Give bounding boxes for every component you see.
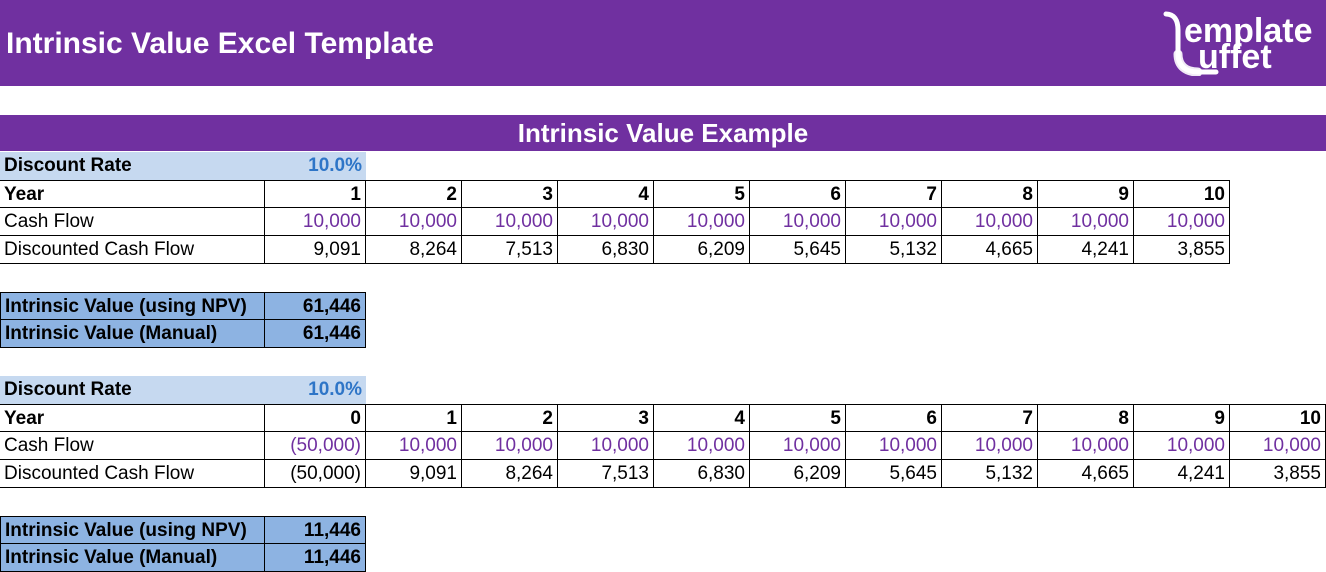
discounted-cash-flow-cell: 6,830 [558,236,654,264]
manual-label: Intrinsic Value (Manual) [0,544,265,572]
discounted-cash-flow-cell: 8,264 [462,460,558,488]
cash-flow-cell: 10,000 [846,432,942,460]
cash-flow-cell: 10,000 [1230,432,1326,460]
discounted-cash-flow-cell: 4,665 [942,236,1038,264]
discount-rate-label: Discount Rate [0,376,265,404]
discounted-cash-flow-cell: 8,264 [366,236,462,264]
discounted-cash-flow-cell: 4,665 [1038,460,1134,488]
year-cell: 9 [1134,404,1230,432]
discount-rate-value: 10.0% [265,376,366,404]
discounted-cash-flow-cell: 9,091 [265,236,366,264]
cash-flow-cell: 10,000 [654,432,750,460]
year-cell: 1 [265,180,366,208]
year-cell: 7 [942,404,1038,432]
discounted-cash-flow-cell: 7,513 [558,460,654,488]
year-cell: 9 [1038,180,1134,208]
discounted-cash-flow-cell: 7,513 [462,236,558,264]
year-cell: 2 [366,180,462,208]
cash-flow-cell: 10,000 [558,432,654,460]
year-cell: 3 [558,404,654,432]
cash-flow-cell: (50,000) [265,432,366,460]
discount-rate-value: 10.0% [265,152,366,180]
discounted-cash-flow-cell: (50,000) [265,460,366,488]
cash-flow-cell: 10,000 [1134,208,1230,236]
discounted-cash-flow-cell: 4,241 [1038,236,1134,264]
logo-text-bottom: uffet [1198,38,1272,76]
page-title: Intrinsic Value Excel Template [6,27,434,60]
ladle-logo-icon [1163,11,1219,76]
discount-rate-label: Discount Rate [0,152,265,180]
npv-value: 61,446 [265,292,366,320]
cash-flow-cell: 10,000 [942,208,1038,236]
year-cell: 0 [265,404,366,432]
year-cell: 5 [654,180,750,208]
cash-flow-cell: 10,000 [846,208,942,236]
npv-label: Intrinsic Value (using NPV) [0,292,265,320]
year-row-label: Year [0,180,265,208]
discounted-cash-flow-cell: 9,091 [366,460,462,488]
discounted-cash-flow-cell: 6,209 [654,236,750,264]
npv-value: 11,446 [265,516,366,544]
discounted-cash-flow-cell: 5,132 [846,236,942,264]
cash-flow-cell: 10,000 [942,432,1038,460]
year-row-label: Year [0,404,265,432]
year-cell: 7 [846,180,942,208]
cash-flow-cell: 10,000 [750,208,846,236]
cash-flow-cell: 10,000 [462,208,558,236]
manual-value: 61,446 [265,320,366,348]
cash-flow-cell: 10,000 [1038,208,1134,236]
logo-text-top: emplate [1184,12,1313,50]
templatebuffet-logo: emplate uffet [1160,10,1320,76]
year-cell: 1 [366,404,462,432]
discounted-cash-flow-cell: 3,855 [1134,236,1230,264]
cash-flow-cell: 10,000 [366,208,462,236]
cash-flow-row-label: Cash Flow [0,208,265,236]
discounted-cash-flow-row-label: Discounted Cash Flow [0,460,265,488]
discounted-cash-flow-cell: 5,132 [942,460,1038,488]
cash-flow-cell: 10,000 [366,432,462,460]
discounted-cash-flow-cell: 5,645 [750,236,846,264]
manual-value: 11,446 [265,544,366,572]
year-cell: 4 [654,404,750,432]
cash-flow-cell: 10,000 [654,208,750,236]
cash-flow-cell: 10,000 [1038,432,1134,460]
year-cell: 2 [462,404,558,432]
discounted-cash-flow-cell: 4,241 [1134,460,1230,488]
section-header: Intrinsic Value Example [0,115,1326,151]
year-cell: 8 [942,180,1038,208]
cash-flow-cell: 10,000 [265,208,366,236]
cash-flow-cell: 10,000 [462,432,558,460]
year-cell: 4 [558,180,654,208]
cash-flow-cell: 10,000 [750,432,846,460]
discounted-cash-flow-cell: 6,830 [654,460,750,488]
title-banner: Intrinsic Value Excel Template emplate u… [0,0,1326,86]
section-title: Intrinsic Value Example [517,118,809,148]
year-cell: 3 [462,180,558,208]
manual-label: Intrinsic Value (Manual) [0,320,265,348]
cash-flow-cell: 10,000 [1134,432,1230,460]
year-cell: 6 [750,180,846,208]
year-cell: 10 [1230,404,1326,432]
year-cell: 8 [1038,404,1134,432]
discounted-cash-flow-cell: 5,645 [846,460,942,488]
discounted-cash-flow-cell: 3,855 [1230,460,1326,488]
cash-flow-cell: 10,000 [558,208,654,236]
discounted-cash-flow-row-label: Discounted Cash Flow [0,236,265,264]
year-cell: 10 [1134,180,1230,208]
discounted-cash-flow-cell: 6,209 [750,460,846,488]
npv-label: Intrinsic Value (using NPV) [0,516,265,544]
year-cell: 5 [750,404,846,432]
year-cell: 6 [846,404,942,432]
cash-flow-row-label: Cash Flow [0,432,265,460]
